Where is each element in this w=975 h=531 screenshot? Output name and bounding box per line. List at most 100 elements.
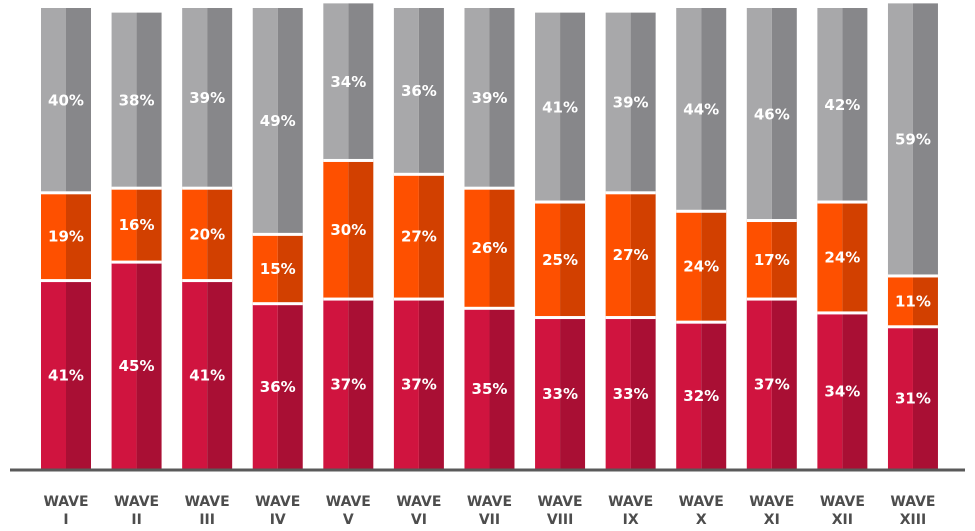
data-label: 24% xyxy=(683,258,719,276)
x-tick-label: WAVE IV xyxy=(255,494,300,528)
bar-stack: 31% 11% 59% xyxy=(888,3,938,470)
x-tick-label-line: WAVE xyxy=(749,494,794,510)
segment-separator xyxy=(253,302,303,305)
segment-separator xyxy=(676,321,726,324)
data-label: 59% xyxy=(895,131,931,149)
data-label: 39% xyxy=(613,94,649,112)
bar-stack: 32% 24% 44% xyxy=(676,8,726,470)
x-tick-label: WAVE IX xyxy=(608,494,653,528)
bar-stack: 36%15%49% xyxy=(253,8,303,470)
bar-stack: 41% 19% 40% xyxy=(41,8,91,470)
data-label: 26% xyxy=(472,239,508,257)
x-tick-label-line: WAVE xyxy=(396,494,441,510)
segment-separator xyxy=(41,279,91,282)
data-label: 41% xyxy=(542,98,578,116)
segment-separator xyxy=(182,187,232,190)
x-tick-label-line: VIII xyxy=(547,512,573,528)
x-tick-label-line: II xyxy=(131,512,141,528)
segment-separator xyxy=(888,325,938,328)
data-label: 44% xyxy=(683,101,719,119)
bar-stack: 41% 20% 39% xyxy=(182,8,232,470)
x-tick-label-line: III xyxy=(199,512,215,528)
data-label: 40% xyxy=(48,91,84,109)
x-tick-label: WAVE XII xyxy=(820,494,865,528)
data-label: 41% xyxy=(48,366,84,384)
data-label: 45% xyxy=(119,357,155,375)
segment-separator xyxy=(41,191,91,194)
x-tick-label-line: WAVE xyxy=(467,494,512,510)
data-label: 46% xyxy=(754,105,790,123)
data-label: 38% xyxy=(119,91,155,109)
x-tick-label: WAVE VI xyxy=(396,494,441,528)
bar-stack: 37% 17% 46% xyxy=(747,8,797,470)
x-tick-label-line: WAVE xyxy=(43,494,88,510)
segment-separator xyxy=(253,233,303,236)
segment-separator xyxy=(606,316,656,319)
data-label: 35% xyxy=(472,380,508,398)
data-label: 36% xyxy=(401,82,437,100)
x-tick-label-line: WAVE xyxy=(679,494,724,510)
data-label: 11% xyxy=(895,292,931,310)
x-tick-label-line: IX xyxy=(623,512,639,528)
data-label: 41% xyxy=(189,366,225,384)
x-tick-label-line: XII xyxy=(832,512,853,528)
segment-separator xyxy=(606,191,656,194)
segment-separator xyxy=(747,298,797,301)
x-tick-label: WAVE XI xyxy=(749,494,794,528)
segment-separator xyxy=(676,210,726,213)
x-tick-label: WAVE XIII xyxy=(890,494,935,528)
x-tick-label-line: I xyxy=(63,512,68,528)
data-label: 25% xyxy=(542,251,578,269)
data-label: 16% xyxy=(119,216,155,234)
data-label: 17% xyxy=(754,251,790,269)
data-label: 34% xyxy=(824,382,860,400)
data-label: 33% xyxy=(613,385,649,403)
data-label: 19% xyxy=(48,228,84,246)
x-tick-label-line: WAVE xyxy=(185,494,230,510)
data-label: 33% xyxy=(542,385,578,403)
segment-separator xyxy=(464,307,514,310)
bar-stack: 35%26%39% xyxy=(464,8,514,470)
x-tick-label-line: VI xyxy=(411,512,427,528)
x-tick-label-line: WAVE xyxy=(538,494,583,510)
data-label: 27% xyxy=(401,228,437,246)
x-tick-label-line: XI xyxy=(764,512,780,528)
bar-stack: 33% 27% 39% xyxy=(606,13,656,470)
data-label: 27% xyxy=(613,246,649,264)
segment-separator xyxy=(817,311,867,314)
x-tick-label-line: XIII xyxy=(900,512,926,528)
x-tick-label: WAVE X xyxy=(679,494,724,528)
data-label: 39% xyxy=(189,89,225,107)
data-label: 37% xyxy=(330,376,366,394)
x-tick-label-line: WAVE xyxy=(255,494,300,510)
data-label: 49% xyxy=(260,112,296,130)
x-tick-label: WAVE II xyxy=(114,494,159,528)
data-label: 30% xyxy=(330,221,366,239)
segment-separator xyxy=(747,219,797,222)
data-label: 37% xyxy=(754,376,790,394)
x-tick-label-line: V xyxy=(343,512,354,528)
x-tick-label-line: WAVE xyxy=(114,494,159,510)
x-tick-label: WAVE VIII xyxy=(538,494,583,528)
segment-separator xyxy=(888,274,938,277)
x-tick-label: WAVE V xyxy=(326,494,371,528)
segment-separator xyxy=(817,201,867,204)
data-label: 20% xyxy=(189,225,225,243)
data-label: 37% xyxy=(401,376,437,394)
data-label: 24% xyxy=(824,248,860,266)
x-tick-label-line: X xyxy=(696,512,707,528)
segment-separator xyxy=(323,298,373,301)
segment-separator xyxy=(464,187,514,190)
bar-stack: 33% 25% 41% xyxy=(535,13,585,470)
data-label: 15% xyxy=(260,260,296,278)
x-tick-labels: WAVE I WAVE II WAVE III WAVE IV WAVE V WAVE VI WAVE V… xyxy=(43,494,935,528)
segment-separator xyxy=(112,261,162,264)
bar-stack: 34% 24% 42% xyxy=(817,8,867,470)
data-label: 32% xyxy=(683,387,719,405)
bars-layer: 41%19%40%45%16%38%41%20%39%36%15%49%37%3… xyxy=(41,3,938,470)
x-tick-label: WAVE I xyxy=(43,494,88,528)
data-label: 31% xyxy=(895,389,931,407)
segment-separator xyxy=(323,159,373,162)
